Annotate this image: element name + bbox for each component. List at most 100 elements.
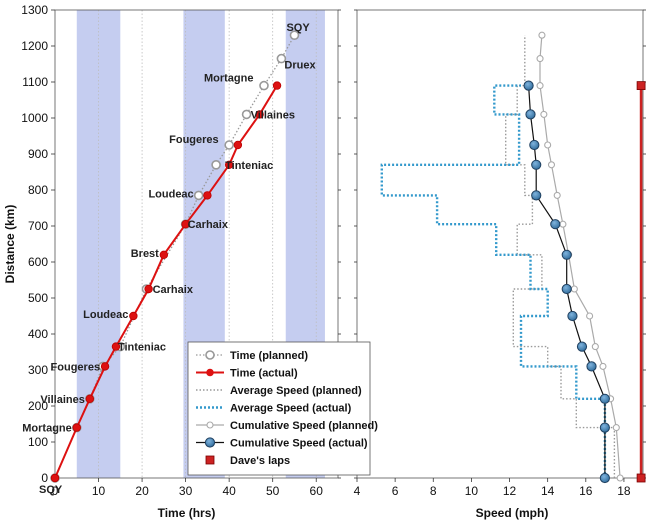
point-label: Carhaix: [188, 219, 229, 231]
point-cumulative-planned: [559, 220, 567, 228]
point-cumulative-planned: [547, 161, 556, 169]
series-line-average-actual: [380, 84, 607, 478]
point-cumulative-planned: [538, 31, 546, 39]
point-cumulative-planned: [591, 343, 599, 351]
legend-label: Time (actual): [230, 368, 298, 380]
point-cumulative-planned: [536, 55, 544, 63]
legend-label: Cumulative Speed (actual): [230, 438, 368, 450]
point-time-actual: [233, 140, 243, 150]
point-time-actual: [100, 362, 110, 371]
x-tick-label: 40: [222, 484, 236, 498]
y-tick-label: 1300: [21, 3, 48, 17]
y-tick-label: 200: [28, 399, 48, 413]
point-time-actual: [255, 110, 264, 119]
point-cumulative-actual: [523, 80, 534, 91]
x-tick-label: 20: [135, 484, 149, 498]
legend-label: Average Speed (planned): [230, 385, 362, 397]
point-time-planned: [276, 53, 287, 64]
point-label: Loudeac: [148, 188, 193, 200]
point-time-actual: [85, 394, 95, 403]
legend-label: Dave's laps: [230, 455, 290, 467]
point-time-planned: [259, 80, 269, 91]
x-axis-title: Time (hrs): [158, 506, 216, 520]
series-line-cumulative-planned: [539, 35, 621, 479]
legend-label: Time (planned): [230, 350, 308, 362]
x-tick-label: 30: [179, 484, 193, 498]
x-tick-label: 12: [503, 484, 517, 498]
point-label: Mortagne: [22, 423, 72, 435]
point-time-actual: [72, 423, 81, 432]
y-axis-title: Distance (km): [3, 205, 17, 284]
point-label: Villaines: [251, 109, 295, 121]
point-time-actual: [50, 473, 60, 483]
y-tick-label: 100: [28, 435, 48, 449]
point-time-actual: [224, 160, 234, 169]
legend-swatch-marker: [206, 421, 214, 429]
point-cumulative-actual: [576, 341, 588, 352]
point-time-actual: [181, 219, 190, 229]
x-tick-label: 6: [392, 484, 399, 498]
x-tick-label: 8: [430, 484, 437, 498]
point-time-actual: [159, 250, 169, 259]
legend-swatch-marker: [205, 455, 215, 465]
point-cumulative-actual: [550, 219, 561, 230]
x-tick-label: 16: [579, 484, 593, 498]
point-time-planned: [193, 190, 204, 201]
y-tick-label: 300: [28, 363, 48, 377]
point-cumulative-actual: [531, 159, 542, 170]
point-cumulative-actual: [567, 310, 578, 322]
point-cumulative-actual: [599, 472, 610, 484]
point-label: Tinteniac: [225, 160, 273, 172]
y-tick-label: 700: [28, 219, 48, 233]
point-label: Druex: [284, 60, 316, 72]
speed-panel-frame: [356, 9, 644, 479]
point-label: SQY: [39, 484, 63, 496]
point-cumulative-actual: [599, 422, 610, 433]
x-tick-label: 14: [541, 484, 555, 498]
legend-label: Cumulative Speed (planned): [230, 420, 378, 432]
series-line-cumulative-actual: [528, 85, 606, 478]
series-line-average-planned: [505, 35, 616, 478]
point-cumulative-planned: [616, 474, 624, 482]
point-label: Fougeres: [169, 134, 219, 146]
point-time-actual: [272, 81, 282, 90]
legend-label: Average Speed (actual): [230, 403, 352, 415]
point-cumulative-actual: [561, 283, 572, 295]
point-time-planned: [241, 109, 252, 120]
x-tick-label: 10: [92, 484, 106, 498]
point-cumulative-actual: [599, 393, 610, 404]
legend-swatch-marker: [205, 350, 215, 360]
point-cumulative-planned: [536, 82, 544, 90]
point-cumulative-planned: [553, 191, 561, 199]
point-cumulative-actual: [529, 139, 540, 151]
point-label: SQY: [286, 22, 310, 34]
point-cumulative-planned: [586, 312, 594, 320]
point-time-planned: [289, 30, 300, 41]
time-panel-frame: [54, 9, 339, 479]
x-tick-label: 4: [354, 484, 361, 498]
x-tick-label: 0: [52, 484, 59, 498]
x-tick-label: 50: [266, 484, 280, 498]
daves-laps-marker: [636, 81, 646, 90]
legend-swatch-marker: [206, 368, 214, 377]
daves-laps-marker: [636, 473, 646, 483]
x-tick-label: 10: [465, 484, 479, 498]
y-tick-label: 400: [28, 327, 48, 341]
y-tick-label: 1000: [21, 111, 48, 125]
point-cumulative-planned: [599, 362, 607, 370]
point-label: Loudeac: [83, 309, 128, 321]
point-cumulative-planned: [540, 110, 548, 118]
point-cumulative-planned: [570, 285, 578, 293]
point-label: Villaines: [40, 394, 84, 406]
legend-swatch-marker: [204, 437, 216, 448]
point-time-planned: [224, 140, 234, 150]
y-tick-label: 0: [41, 471, 48, 485]
y-tick-label: 500: [28, 291, 48, 305]
y-tick-label: 900: [28, 147, 48, 161]
x-tick-label: 60: [310, 484, 324, 498]
x-tick-label: 18: [617, 484, 631, 498]
point-label: Mortagne: [204, 73, 254, 85]
point-time-actual: [144, 284, 153, 294]
point-cumulative-planned: [612, 424, 620, 432]
